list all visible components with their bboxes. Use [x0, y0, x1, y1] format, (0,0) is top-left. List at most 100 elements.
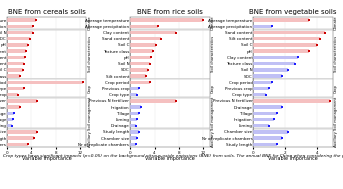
FancyBboxPatch shape [7, 98, 86, 129]
Text: Crop: Crop [87, 84, 92, 93]
Bar [253, 62, 295, 65]
Text: Soil characteristics: Soil characteristics [87, 36, 92, 72]
Text: Crop: Crop [334, 84, 338, 93]
Title: BNE from cereals soils: BNE from cereals soils [8, 9, 85, 15]
Text: Climate: Climate [87, 16, 92, 30]
X-axis label: Variable importance: Variable importance [145, 156, 195, 161]
Text: Climate: Climate [334, 16, 338, 30]
Bar [7, 136, 34, 140]
Bar [253, 112, 277, 115]
Bar [7, 118, 13, 121]
Bar [7, 68, 23, 71]
Bar [130, 124, 136, 127]
Bar [7, 143, 28, 146]
Text: Crop: Crop [211, 84, 215, 93]
Bar [253, 25, 272, 28]
Bar [7, 99, 37, 103]
Bar [130, 112, 139, 115]
Bar [7, 31, 33, 34]
X-axis label: Variable importance: Variable importance [22, 156, 71, 161]
Bar [130, 31, 176, 34]
Bar [7, 124, 12, 127]
X-axis label: Variable importance: Variable importance [268, 156, 318, 161]
Bar [130, 136, 138, 140]
Bar [130, 56, 152, 59]
Bar [130, 25, 157, 28]
Bar [130, 37, 161, 40]
Title: BNE from vegetable soils: BNE from vegetable soils [249, 9, 337, 15]
Bar [253, 68, 288, 71]
Bar [7, 93, 18, 96]
Bar [130, 118, 138, 121]
Bar [7, 37, 30, 40]
Bar [7, 112, 14, 115]
Text: Soil management: Soil management [334, 97, 338, 130]
Text: Auxiliary: Auxiliary [334, 130, 338, 146]
Text: Soil characteristics: Soil characteristics [211, 36, 215, 72]
Bar [130, 43, 156, 47]
Bar [130, 99, 176, 103]
Bar [253, 31, 325, 34]
Bar [7, 43, 28, 47]
Bar [253, 37, 320, 40]
Bar [253, 74, 282, 78]
Bar [7, 25, 33, 28]
Text: Auxiliary: Auxiliary [87, 130, 92, 146]
FancyBboxPatch shape [7, 30, 86, 79]
Bar [253, 118, 274, 121]
FancyBboxPatch shape [253, 30, 333, 79]
FancyBboxPatch shape [130, 129, 210, 147]
Text: Soil management: Soil management [211, 97, 215, 130]
FancyBboxPatch shape [130, 30, 210, 79]
Bar [130, 143, 136, 146]
FancyBboxPatch shape [130, 17, 210, 29]
Text: Soil management: Soil management [87, 97, 92, 130]
Bar [7, 50, 26, 53]
Bar [130, 87, 139, 90]
Bar [130, 62, 150, 65]
Bar [130, 50, 153, 53]
FancyBboxPatch shape [253, 129, 333, 147]
Bar [7, 105, 20, 109]
Bar [253, 130, 288, 134]
FancyBboxPatch shape [253, 98, 333, 129]
Bar [253, 87, 269, 90]
Text: Soil characteristics: Soil characteristics [334, 36, 338, 72]
Bar [130, 105, 141, 109]
Bar [253, 93, 266, 96]
Title: BNE from rice soils: BNE from rice soils [137, 9, 203, 15]
FancyBboxPatch shape [7, 17, 86, 29]
Bar [253, 50, 309, 53]
FancyBboxPatch shape [253, 79, 333, 98]
Bar [253, 105, 282, 109]
Bar [7, 56, 25, 59]
Bar [7, 18, 36, 22]
Bar [130, 68, 149, 71]
FancyBboxPatch shape [130, 79, 210, 98]
Bar [253, 99, 330, 103]
Bar [7, 81, 83, 84]
Text: Auxiliary: Auxiliary [211, 130, 215, 146]
Text: Climate: Climate [211, 16, 215, 30]
Bar [130, 93, 138, 96]
Bar [7, 130, 37, 134]
Bar [130, 81, 150, 84]
Text: Crop types have significant impacts (p<0.05) on the background nitrous oxide emi: Crop types have significant impacts (p<0… [3, 154, 343, 158]
Bar [253, 124, 269, 127]
FancyBboxPatch shape [7, 129, 86, 147]
Bar [253, 18, 309, 22]
Bar [130, 74, 146, 78]
Bar [253, 56, 298, 59]
Bar [253, 143, 277, 146]
FancyBboxPatch shape [7, 79, 86, 98]
Bar [253, 43, 317, 47]
Bar [7, 87, 24, 90]
Bar [7, 74, 20, 78]
Bar [130, 130, 139, 134]
FancyBboxPatch shape [130, 98, 210, 129]
Bar [253, 136, 282, 140]
Bar [253, 81, 272, 84]
FancyBboxPatch shape [253, 17, 333, 29]
Bar [7, 62, 24, 65]
Bar [130, 18, 203, 22]
